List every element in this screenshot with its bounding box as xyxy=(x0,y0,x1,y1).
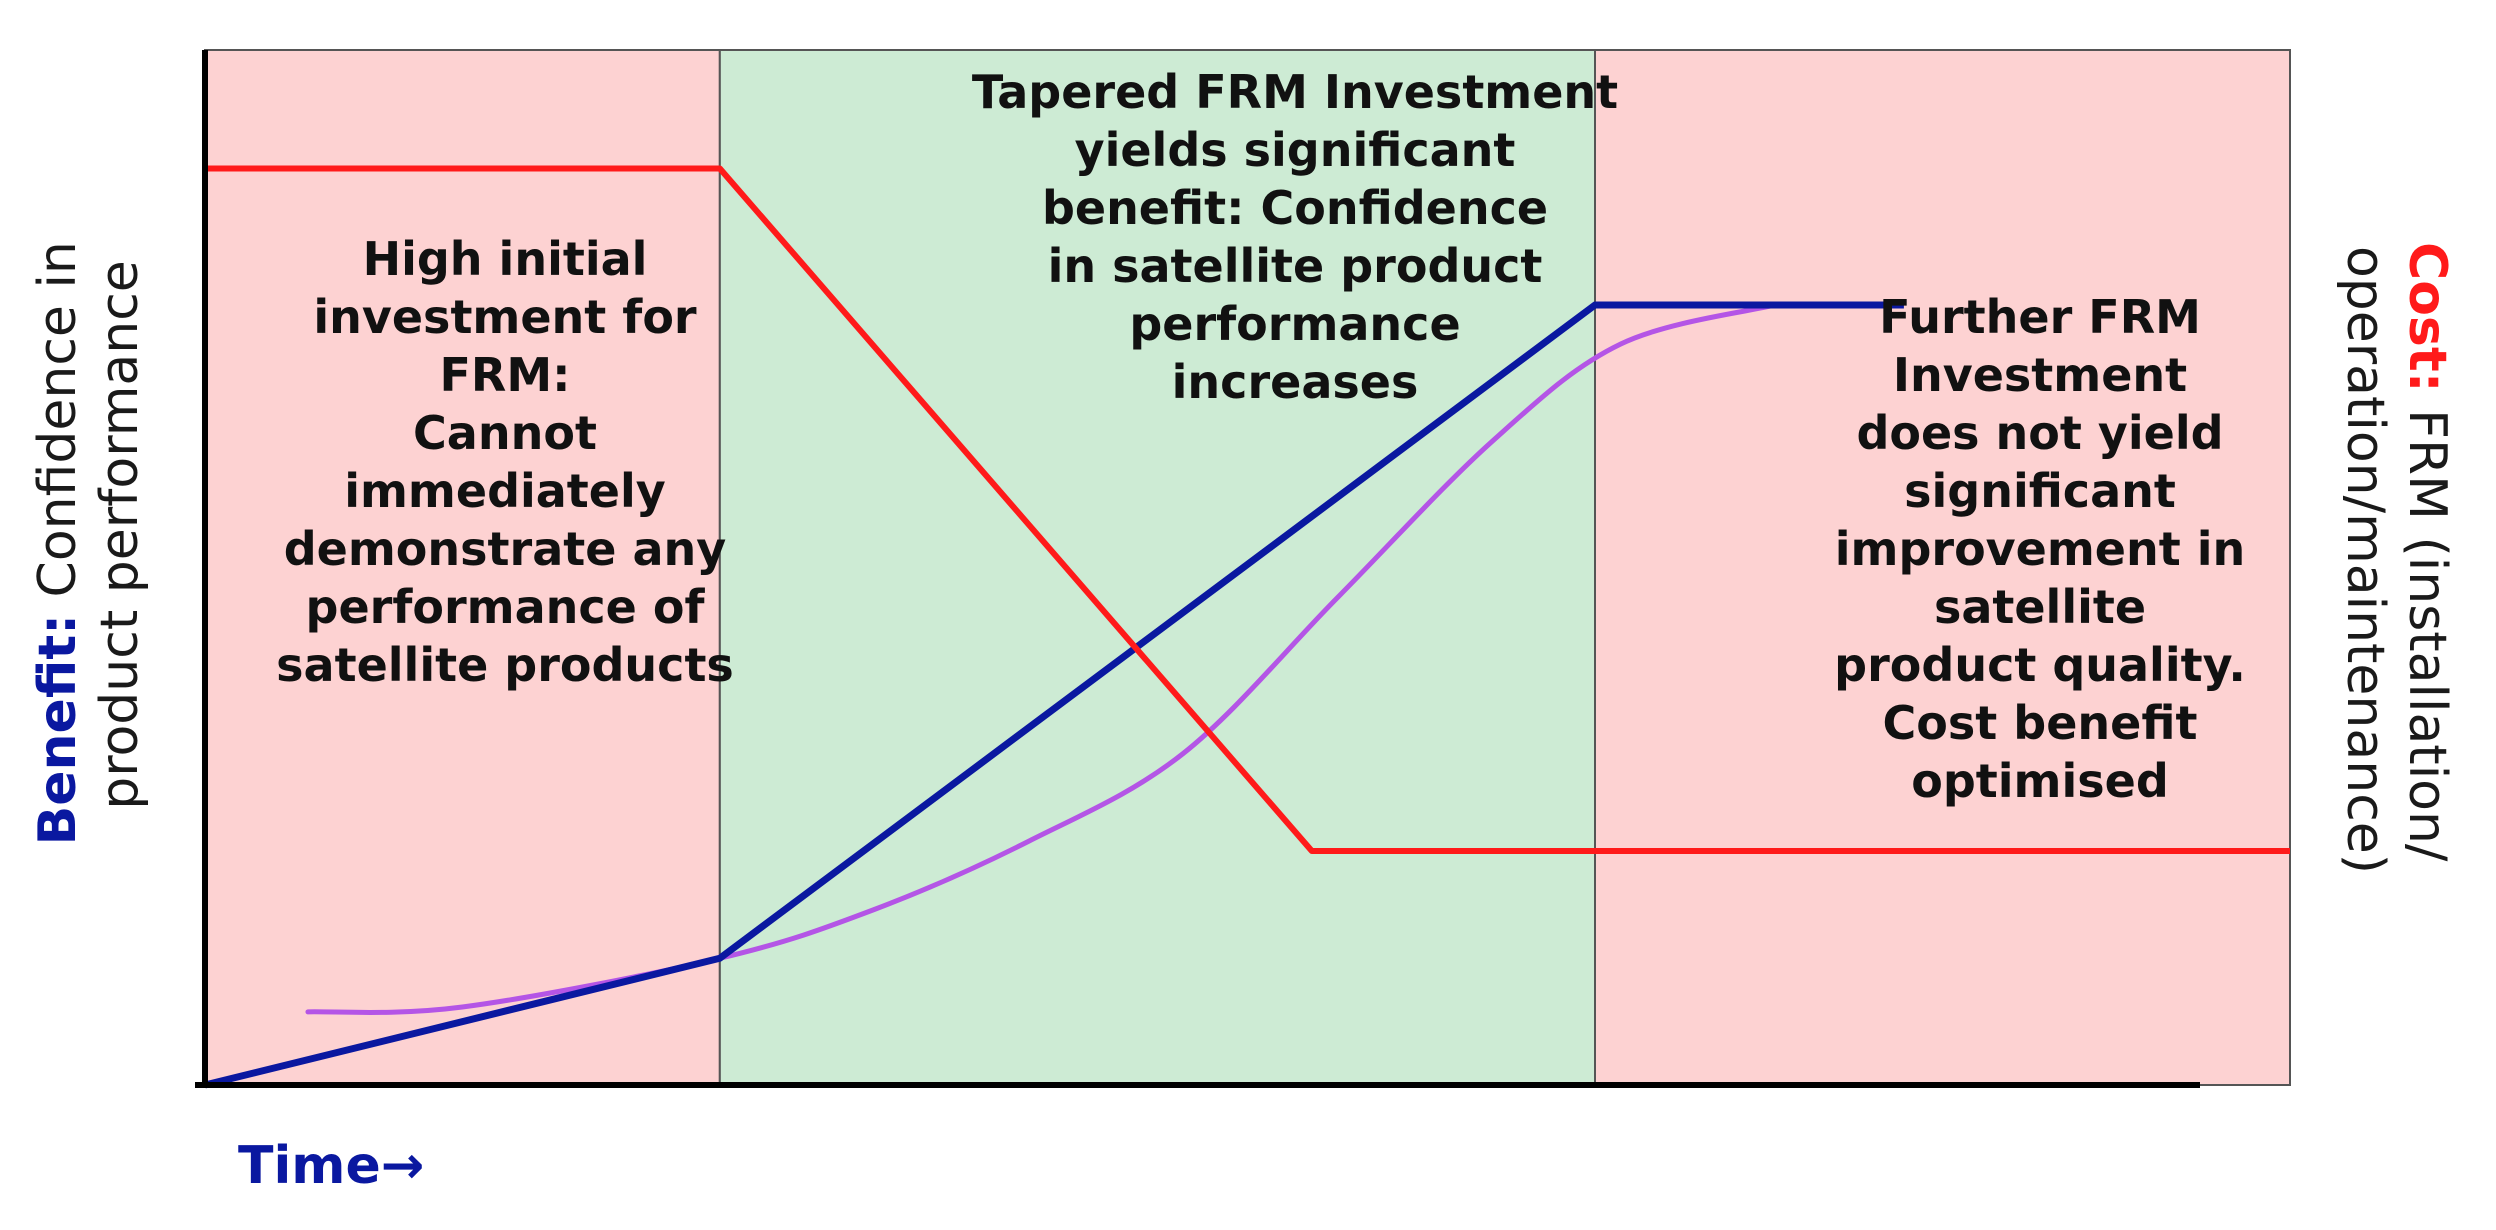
panel-further-line-5: satellite xyxy=(1934,580,2146,634)
panel-further-line-1: Investment xyxy=(1893,348,2187,402)
panel-further-line-8: optimised xyxy=(1911,754,2169,808)
panel-initial-line-2: FRM: xyxy=(439,348,570,402)
panel-further-line-3: significant xyxy=(1904,464,2176,518)
panel-initial-line-5: demonstrate any xyxy=(284,522,726,576)
panel-tapered-text: Tapered FRM Investment yields significant… xyxy=(972,65,1618,409)
panel-further-line-0: Further FRM xyxy=(1879,290,2201,344)
panel-tapered-line-4: performance xyxy=(1129,297,1460,351)
cost-label-rest: FRM (installation/ xyxy=(2397,393,2457,862)
panel-tapered-line-2: benefit: Confidence xyxy=(1042,181,1548,235)
panel-tapered-line-0: Tapered FRM Investment xyxy=(972,65,1618,119)
panel-initial-line-6: performance of xyxy=(306,580,706,634)
panel-initial-line-7: satellite products xyxy=(276,638,734,692)
panel-further-text: Further FRM Investment does not yield signi… xyxy=(1834,290,2246,808)
cost-line xyxy=(205,165,2290,854)
panel-initial-line-1: investment for xyxy=(313,290,697,344)
benefit-label-bold: Benefit: xyxy=(28,614,88,845)
panel-tapered-line-1: yields significant xyxy=(1075,123,1516,177)
cost-label-line2: operation/maintenance) xyxy=(2335,246,2395,874)
panel-tapered-line-3: in satellite product xyxy=(1048,239,1543,293)
panel-initial-line-4: immediately xyxy=(344,464,666,518)
panel-further-line-4: improvement in xyxy=(1835,522,2246,576)
benefit-label-rest: Confidence in xyxy=(28,241,88,614)
region-pink-0 xyxy=(204,49,721,1086)
time-axis-label: Time→ xyxy=(238,1136,424,1196)
curve-line xyxy=(305,302,1778,1015)
region-pink-2 xyxy=(1594,49,2291,1086)
panel-tapered-line-5: increases xyxy=(1172,355,1419,409)
panel-initial-line-3: Cannot xyxy=(413,406,597,460)
panel-further-line-2: does not yield xyxy=(1856,406,2223,460)
panel-initial-text: High initial investment for FRM: Cannot imme… xyxy=(276,232,734,692)
cost-axis-label: Cost: FRM (installation/ operation/maint… xyxy=(2335,242,2457,878)
panel-initial-line-0: High initial xyxy=(363,232,648,286)
panel-further-line-7: Cost benefit xyxy=(1883,696,2198,750)
panel-further-line-6: product quality. xyxy=(1834,638,2246,692)
cost-label-bold: Cost: xyxy=(2397,242,2457,393)
benefit-line xyxy=(204,301,1904,1089)
benefit-axis-label: Benefit: Confidence in product performan… xyxy=(28,225,150,846)
benefit-label-line2: product performance xyxy=(90,260,150,810)
